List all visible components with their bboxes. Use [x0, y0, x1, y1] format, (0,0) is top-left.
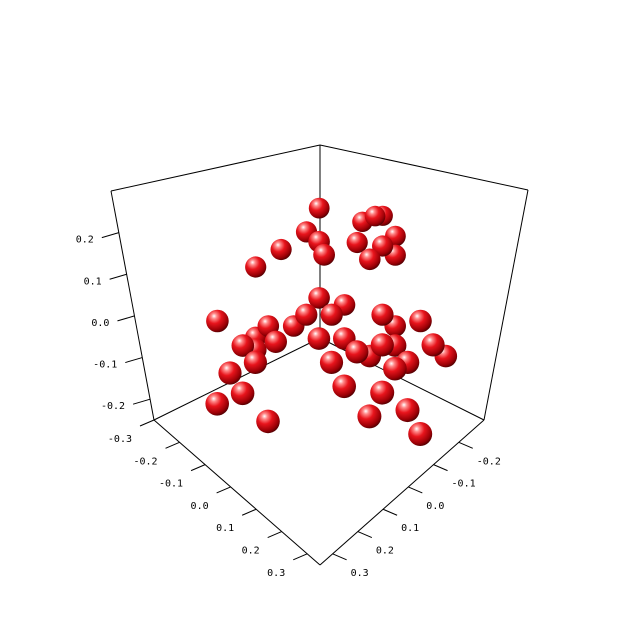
y-tick: [357, 531, 373, 538]
y-tick: [433, 464, 448, 472]
y-tick-label: 0.0: [426, 501, 444, 512]
box-edge-top-right: [319, 144, 529, 191]
data-point: [319, 350, 344, 374]
y-axis: -0.2 -0.1 0.0 0.1 0.2 0.3: [332, 441, 501, 579]
data-point: [256, 409, 280, 434]
data-point: [383, 356, 407, 381]
data-point: [357, 404, 382, 429]
box-edge-right-vertical: [483, 189, 529, 421]
data-point: [409, 309, 432, 333]
z-tick: [125, 357, 143, 364]
x-tick-label: 0.0: [191, 501, 209, 512]
data-point: [408, 422, 433, 446]
data-point: [218, 361, 242, 385]
x-tick: [139, 419, 155, 427]
y-tick-label: 0.3: [351, 568, 369, 579]
z-tick: [117, 315, 135, 322]
data-point: [372, 235, 394, 257]
x-tick: [241, 508, 257, 516]
x-tick-label: -0.2: [133, 456, 157, 467]
data-point: [270, 238, 292, 261]
data-point: [359, 248, 381, 271]
data-point: [243, 350, 267, 374]
z-tick-label: 0.0: [91, 318, 109, 329]
x-tick: [267, 531, 282, 538]
z-tick: [101, 232, 119, 239]
data-point: [206, 309, 229, 333]
data-point: [421, 333, 445, 357]
y-tick-label: -0.1: [452, 479, 476, 490]
x-tick-label: -0.1: [159, 479, 183, 490]
data-point: [364, 205, 386, 227]
y-tick-label: 0.1: [401, 523, 419, 534]
data-points: [205, 197, 458, 446]
box-edge-top-left: [110, 144, 321, 192]
x-tick: [165, 441, 180, 449]
data-point: [345, 340, 369, 364]
box-edge-bottom-left-front: [153, 419, 321, 566]
data-point: [307, 327, 331, 350]
y-tick: [332, 553, 347, 561]
data-point: [308, 287, 330, 309]
data-point: [370, 380, 395, 405]
x-tick: [190, 464, 206, 472]
data-point: [371, 303, 394, 326]
data-point: [313, 243, 335, 266]
data-point: [332, 374, 357, 399]
x-tick-label: -0.3: [108, 434, 132, 445]
x-tick-label: 0.1: [216, 523, 234, 534]
y-tick-label: -0.2: [477, 456, 501, 467]
y-tick: [458, 441, 473, 449]
z-tick-label: -0.2: [101, 401, 125, 412]
y-tick: [408, 486, 423, 494]
z-tick-label: 0.2: [76, 235, 94, 246]
x-tick-label: 0.2: [242, 546, 260, 557]
x-tick: [216, 486, 231, 494]
data-point: [205, 392, 229, 416]
data-point: [370, 333, 394, 357]
z-tick-label: 0.1: [84, 276, 102, 287]
x-tick: [293, 553, 308, 561]
data-point: [320, 303, 343, 326]
data-point: [295, 303, 318, 326]
data-point: [308, 197, 330, 219]
x-axis: -0.3-0.2 -0.1 0.0 0.1 0.2 0.3: [108, 419, 308, 579]
data-point: [231, 334, 255, 357]
x-tick-label: 0.3: [267, 568, 285, 579]
z-tick: [109, 273, 127, 280]
data-point: [264, 330, 287, 353]
box-edge-left-vertical: [110, 190, 155, 421]
data-point: [346, 231, 368, 254]
data-point: [395, 398, 420, 423]
data-point: [230, 381, 255, 406]
y-tick: [382, 508, 398, 516]
box-edge-bottom-right-front: [319, 419, 485, 566]
data-point: [245, 256, 267, 278]
z-tick-label: -0.1: [93, 360, 117, 371]
z-tick: [132, 398, 151, 405]
y-tick-label: 0.2: [376, 546, 394, 557]
z-axis: -0.2 -0.1 0.0 0.1 0.2: [76, 232, 151, 412]
